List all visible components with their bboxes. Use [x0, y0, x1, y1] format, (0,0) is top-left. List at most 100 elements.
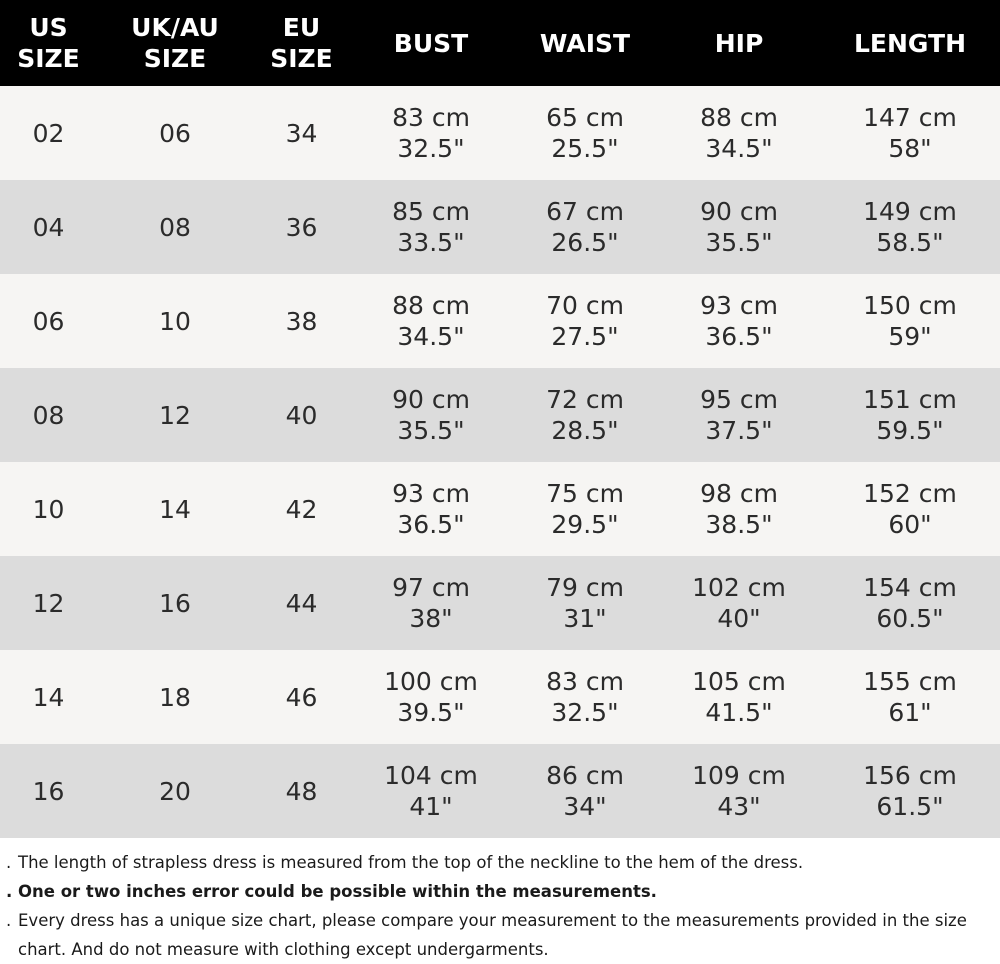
table-row: 02 06 34 83 cm 32.5" 65 cm 25.5" 88 cm 34.5" 147 … [0, 86, 1000, 180]
cell-eu-size: 40 [285, 400, 318, 430]
cell-length-cm: 149 cm [863, 197, 957, 226]
cell-us-size: 06 [32, 306, 65, 336]
cell-bust-cm: 85 cm [392, 197, 470, 226]
cell-length-cm: 151 cm [863, 385, 957, 414]
header-hip: HIP [714, 28, 764, 58]
cell-eu-size: 42 [285, 494, 318, 524]
cell-bust: 93 cm 36.5" [350, 462, 512, 556]
table-row: 04 08 36 85 cm 33.5" 67 cm 26.5" 90 cm 35.5" 149 … [0, 180, 1000, 274]
cell-waist-cm: 65 cm [546, 103, 624, 132]
cell-bust-cm: 88 cm [392, 291, 470, 320]
cell-hip: 105 cm 41.5" [658, 650, 820, 744]
cell-waist: 83 cm 32.5" [512, 650, 658, 744]
cell-bust: 85 cm 33.5" [350, 180, 512, 274]
cell-hip-inch: 41.5" [705, 698, 773, 727]
cell-length-inch: 59" [888, 322, 932, 351]
cell-length: 150 cm 59" [820, 274, 1000, 368]
cell-uk-au-size: 20 [159, 776, 191, 806]
cell-length-cm: 156 cm [863, 761, 957, 790]
cell-eu-size: 46 [285, 682, 318, 712]
cell-length-cm: 150 cm [863, 291, 957, 320]
cell-bust-cm: 83 cm [392, 103, 470, 132]
cell-hip-cm: 90 cm [700, 197, 778, 226]
cell-bust-inch: 35.5" [397, 416, 465, 445]
cell-uk-au-size: 18 [159, 682, 191, 712]
cell-eu-size: 48 [285, 776, 318, 806]
header-uk-au-size: UK/AU SIZE [131, 13, 219, 73]
cell-hip-cm: 93 cm [700, 291, 778, 320]
note-item: . Every dress has a unique size chart, pl… [6, 906, 1000, 964]
cell-bust-cm: 100 cm [384, 667, 478, 696]
cell-bust: 90 cm 35.5" [350, 368, 512, 462]
note-item: . One or two inches error could be possib… [6, 877, 1000, 906]
cell-waist-inch: 31" [563, 604, 607, 633]
cell-hip-cm: 95 cm [700, 385, 778, 414]
note-text: The length of strapless dress is measure… [18, 853, 804, 872]
cell-hip: 102 cm 40" [658, 556, 820, 650]
cell-hip-inch: 38.5" [705, 510, 773, 539]
cell-waist-inch: 29.5" [551, 510, 619, 539]
cell-waist: 67 cm 26.5" [512, 180, 658, 274]
table-row: 10 14 42 93 cm 36.5" 75 cm 29.5" 98 cm 38.5" 152 … [0, 462, 1000, 556]
cell-uk-au-size: 12 [159, 400, 191, 430]
cell-bust-inch: 32.5" [397, 134, 465, 163]
cell-bust: 100 cm 39.5" [350, 650, 512, 744]
cell-hip-inch: 37.5" [705, 416, 773, 445]
cell-hip: 98 cm 38.5" [658, 462, 820, 556]
cell-hip-cm: 109 cm [692, 761, 786, 790]
cell-hip: 93 cm 36.5" [658, 274, 820, 368]
cell-length-inch: 59.5" [876, 416, 944, 445]
cell-hip-inch: 43" [717, 792, 761, 821]
cell-waist-cm: 79 cm [546, 573, 624, 602]
cell-waist-cm: 75 cm [546, 479, 624, 508]
cell-uk-au-size: 06 [159, 118, 191, 148]
cell-hip-inch: 34.5" [705, 134, 773, 163]
cell-uk-au-size: 08 [159, 212, 191, 242]
cell-eu-size: 34 [285, 118, 318, 148]
table-row: 12 16 44 97 cm 38" 79 cm 31" 102 cm 40" 154 cm 60.… [0, 556, 1000, 650]
header-bust: BUST [393, 28, 469, 58]
cell-waist-cm: 86 cm [546, 761, 624, 790]
cell-length-inch: 61" [888, 698, 932, 727]
cell-length: 156 cm 61.5" [820, 744, 1000, 838]
cell-bust: 97 cm 38" [350, 556, 512, 650]
cell-bust-inch: 36.5" [397, 510, 465, 539]
cell-hip: 95 cm 37.5" [658, 368, 820, 462]
cell-length: 149 cm 58.5" [820, 180, 1000, 274]
cell-length: 147 cm 58" [820, 86, 1000, 180]
cell-hip-cm: 105 cm [692, 667, 786, 696]
cell-us-size: 10 [32, 494, 65, 524]
cell-hip-inch: 36.5" [705, 322, 773, 351]
cell-hip-inch: 35.5" [705, 228, 773, 257]
cell-bust: 104 cm 41" [350, 744, 512, 838]
cell-length-inch: 60.5" [876, 604, 944, 633]
cell-bust: 88 cm 34.5" [350, 274, 512, 368]
cell-us-size: 12 [32, 588, 65, 618]
cell-waist-cm: 72 cm [546, 385, 624, 414]
cell-hip-cm: 98 cm [700, 479, 778, 508]
cell-bust-inch: 38" [409, 604, 453, 633]
cell-waist-inch: 32.5" [551, 698, 619, 727]
header-eu-size: EU SIZE [270, 13, 333, 73]
cell-us-size: 14 [32, 682, 65, 712]
cell-waist: 79 cm 31" [512, 556, 658, 650]
cell-length: 154 cm 60.5" [820, 556, 1000, 650]
cell-us-size: 16 [32, 776, 65, 806]
header-us-size: US SIZE [17, 13, 80, 73]
cell-waist: 72 cm 28.5" [512, 368, 658, 462]
table-row: 08 12 40 90 cm 35.5" 72 cm 28.5" 95 cm 37.5" 151 … [0, 368, 1000, 462]
cell-waist-inch: 27.5" [551, 322, 619, 351]
table-row: 14 18 46 100 cm 39.5" 83 cm 32.5" 105 cm 41.5" 15… [0, 650, 1000, 744]
table-header: US SIZE UK/AU SIZE EU SIZE BUST WAIST HI… [0, 0, 1000, 86]
note-item: . The length of strapless dress is measur… [6, 848, 1000, 877]
header-length: LENGTH [854, 28, 966, 58]
cell-hip-cm: 102 cm [692, 573, 786, 602]
table-body: 02 06 34 83 cm 32.5" 65 cm 25.5" 88 cm 34.5" 147 … [0, 86, 1000, 838]
cell-eu-size: 44 [285, 588, 318, 618]
cell-eu-size: 36 [285, 212, 318, 242]
cell-bust-cm: 97 cm [392, 573, 470, 602]
cell-waist-cm: 70 cm [546, 291, 624, 320]
cell-bust-cm: 93 cm [392, 479, 470, 508]
cell-bust: 83 cm 32.5" [350, 86, 512, 180]
